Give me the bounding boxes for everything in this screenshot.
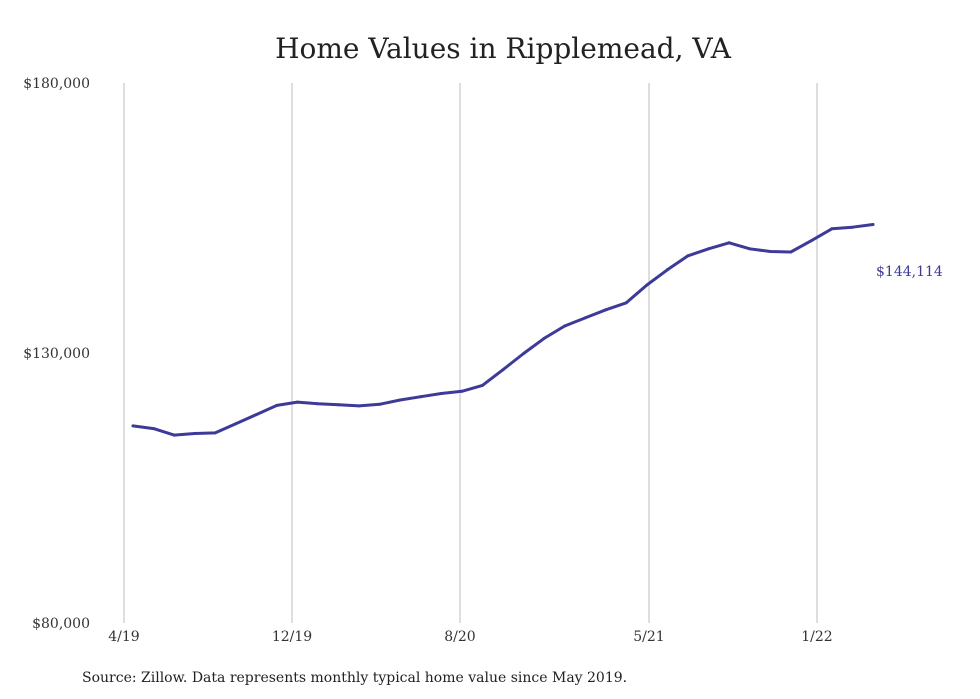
data-point (460, 389, 464, 393)
data-point (398, 398, 402, 402)
data-point (378, 402, 382, 406)
data-point (501, 368, 505, 372)
data-point (275, 403, 279, 407)
data-point (419, 395, 423, 399)
latest-value-label: $144,114 (876, 264, 943, 280)
x-tick-label: 5/21 (633, 629, 664, 645)
y-axis-tick-labels: $80,000 $130,000 $180,000 (23, 76, 90, 632)
data-point (152, 427, 156, 431)
data-point (254, 413, 258, 417)
source-note: Source: Zillow. Data represents monthly … (82, 670, 627, 686)
data-point (604, 308, 608, 312)
chart-title: Home Values in Ripplemead, VA (275, 32, 732, 65)
data-point (234, 422, 238, 426)
data-point (871, 223, 875, 226)
data-point (295, 400, 299, 404)
x-tick-label: 8/20 (444, 629, 475, 645)
data-point (337, 403, 341, 407)
home-value-series-line (131, 223, 875, 437)
home-value-data-points (131, 223, 875, 437)
data-point (213, 431, 217, 435)
data-point (809, 239, 813, 243)
data-point (748, 247, 752, 251)
y-tick-label: $180,000 (23, 76, 90, 92)
y-tick-label: $80,000 (32, 616, 90, 632)
data-point (193, 432, 197, 435)
data-point (645, 283, 649, 287)
y-tick-label: $130,000 (23, 346, 90, 362)
data-point (830, 227, 834, 231)
data-point (542, 336, 546, 340)
x-axis-tick-labels: 4/19 12/19 8/20 5/21 1/22 (108, 629, 832, 645)
data-point (768, 250, 772, 253)
x-tick-label: 12/19 (272, 629, 312, 645)
data-point (686, 254, 690, 258)
data-point (522, 352, 526, 355)
data-point (850, 225, 854, 229)
data-point (789, 250, 793, 254)
data-point (624, 301, 628, 305)
data-point (707, 247, 711, 251)
data-point (480, 383, 484, 387)
x-tick-label: 4/19 (108, 629, 139, 645)
data-point (583, 316, 587, 320)
x-tick-label: 1/22 (801, 629, 832, 645)
data-point (131, 424, 135, 428)
data-point (172, 433, 176, 437)
data-point (316, 402, 320, 406)
data-point (563, 324, 567, 328)
data-point (357, 404, 361, 408)
data-point (439, 392, 443, 395)
data-point (727, 241, 731, 245)
data-point (665, 268, 669, 272)
grid-lines (123, 83, 818, 623)
